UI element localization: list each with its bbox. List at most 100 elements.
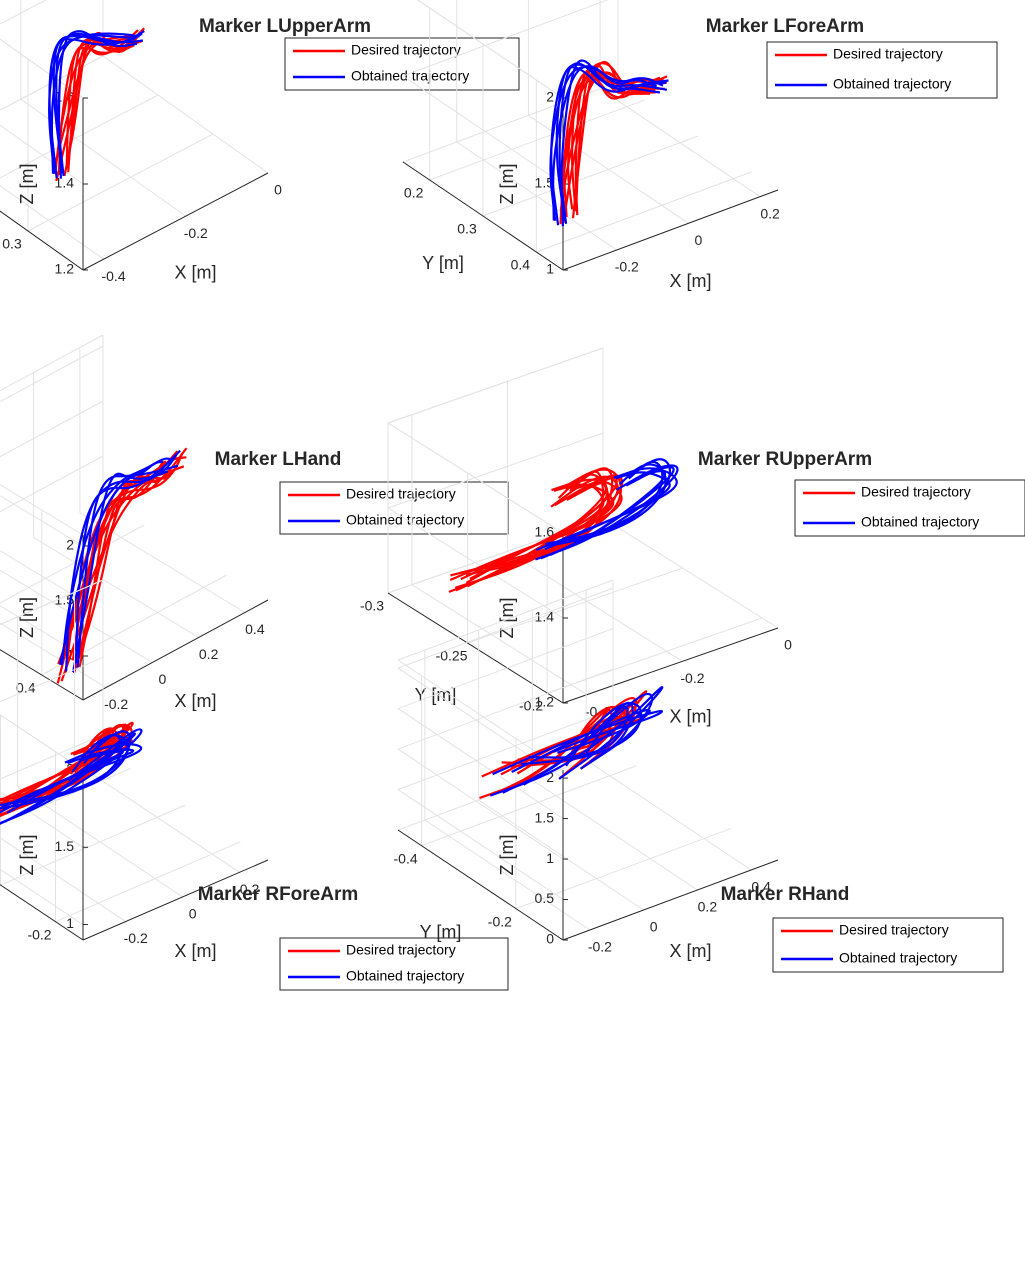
- z-axis-label: Z [m]: [17, 835, 37, 876]
- legend-box: [279, 481, 509, 535]
- z-tick-label: 1.2: [535, 694, 555, 710]
- z-tick-label: 2: [66, 537, 74, 553]
- grid-line: [0, 605, 84, 657]
- chart-title: Marker LHand: [215, 449, 342, 470]
- series-obtained: [48, 30, 145, 179]
- grid-line: [532, 779, 698, 891]
- grid-line: [0, 767, 131, 826]
- trajectory-line: [469, 483, 605, 580]
- x-axis-line: [562, 859, 779, 941]
- grid-line: [602, 517, 779, 629]
- z-tick-label: 1.4: [55, 175, 75, 191]
- legend-box: [794, 479, 1025, 537]
- series-desired: [0, 721, 134, 818]
- x-axis-line: [562, 189, 779, 271]
- z-tick-label: 0: [546, 931, 554, 947]
- legend-label: Desired trajectory: [839, 922, 949, 938]
- x-axis-line: [82, 172, 269, 271]
- box-edge: [387, 347, 604, 424]
- legend-label: Desired trajectory: [346, 942, 456, 958]
- y-tick-label: -0.2: [27, 926, 51, 942]
- grid-line: [0, 734, 104, 780]
- y-tick-label: -0.4: [394, 850, 418, 866]
- trajectory-line: [0, 728, 143, 825]
- trajectory-line: [465, 482, 609, 584]
- trajectory-line: [571, 73, 668, 212]
- z-tick-label: 0.5: [535, 890, 555, 906]
- x-tick-label: 0.4: [245, 621, 265, 637]
- grid-line: [397, 587, 614, 669]
- z-tick-label: 2: [546, 769, 554, 785]
- x-tick-label: -0.2: [588, 939, 612, 955]
- z-tick-label: 2: [546, 89, 554, 105]
- trajectory-line: [454, 475, 619, 589]
- legend: Desired trajectory Obtained trajectory: [766, 41, 998, 99]
- x-axis-label: X [m]: [174, 262, 216, 282]
- legend: Desired trajectory Obtained trajectory: [284, 37, 520, 91]
- x-tick-label: -0.2: [680, 670, 704, 686]
- grid-line: [397, 789, 564, 900]
- box-edge: [397, 579, 614, 661]
- grid-line: [55, 841, 241, 923]
- series-obtained: [535, 458, 679, 561]
- chart-title: Marker RHand: [721, 884, 850, 905]
- series-obtained: [0, 728, 143, 825]
- trajectory-line: [52, 30, 145, 174]
- grid-line: [482, 135, 699, 217]
- z-tick-label: 1: [546, 261, 554, 277]
- y-axis-label: Y [m]: [420, 922, 462, 942]
- x-axis-label: X [m]: [669, 706, 711, 726]
- x-tick-label: -0.4: [101, 268, 125, 284]
- legend-label: Desired trajectory: [833, 46, 943, 62]
- z-tick-label: 1.5: [535, 175, 555, 191]
- grid-line: [102, 55, 269, 174]
- grid-line: [536, 171, 752, 253]
- grid-line: [0, 210, 84, 271]
- trajectory-line: [0, 730, 131, 807]
- z-tick-label: 1.2: [55, 261, 75, 277]
- x-tick-label: -0.2: [615, 259, 639, 275]
- trajectory-line: [6, 750, 124, 814]
- trajectory-line: [460, 467, 614, 574]
- subplot-6: 0 0.5 1 1.5 2 -0.2 0 0.2 0.4 -0.4 -0.2 X [m] Y [m] Z …: [394, 579, 1004, 973]
- z-axis-label: Z [m]: [17, 164, 37, 205]
- grid-line: [397, 709, 614, 790]
- series-desired: [448, 467, 624, 593]
- x-tick-label: 0.4: [751, 879, 771, 895]
- x-tick-label: 0: [784, 637, 792, 653]
- grid-line: [397, 668, 614, 750]
- box-edge: [0, 714, 84, 771]
- series-obtained: [549, 59, 669, 227]
- trajectory-line: [72, 470, 169, 673]
- y-axis-line: [0, 884, 84, 941]
- grid-line: [0, 714, 84, 771]
- x-tick-label: 0: [189, 906, 197, 922]
- grid-line: [424, 819, 591, 931]
- x-tick-label: 0: [274, 182, 282, 198]
- subplot-2: 1 1.5 2 -0.2 0 0.2 0.2 0.3 0.4 X [m] Y [m] Z [m] Mar…: [402, 0, 998, 291]
- subplot-3: 11.52-0.200.20.40.20.4X [m]Y [m]Z [m]Mar…: [0, 334, 509, 712]
- z-tick-label: 1.4: [535, 609, 555, 625]
- trajectory-line: [74, 449, 181, 664]
- trajectory-line: [48, 32, 140, 175]
- chart-title: Marker RForeArm: [198, 884, 359, 905]
- x-tick-label: -0.2: [124, 930, 148, 946]
- y-tick-label: 0.3: [457, 221, 477, 237]
- grid-line: [0, 656, 104, 703]
- grid-line: [411, 584, 588, 696]
- legend-box: [772, 917, 1004, 973]
- box-edge: [0, 579, 104, 626]
- x-tick-label: 0.2: [240, 881, 260, 897]
- trajectory-line: [60, 457, 173, 666]
- y-axis-line: [0, 210, 84, 271]
- trajectory-line: [511, 708, 651, 773]
- grid-line: [421, 765, 637, 847]
- grid-line: [478, 799, 644, 911]
- chart-title: Marker LForeArm: [706, 16, 864, 37]
- box-edge: [387, 422, 564, 534]
- y-axis-line: [0, 649, 84, 701]
- x-axis-line: [82, 859, 269, 941]
- grid-line: [0, 524, 145, 604]
- legend-box: [279, 937, 509, 991]
